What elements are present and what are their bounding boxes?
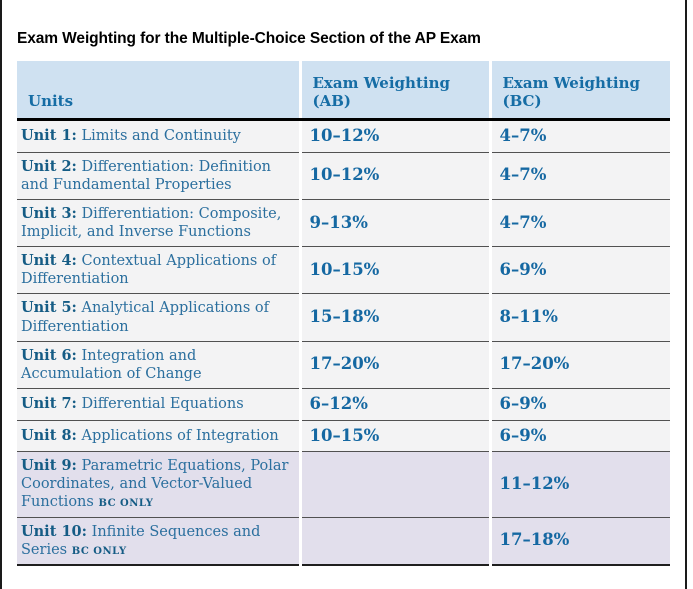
table-row: Unit 7: Differential Equations 6–12% 6–9… (17, 388, 670, 421)
unit-cell: Unit 1: Limits and Continuity (17, 119, 300, 153)
unit-label: Unit 7: (21, 395, 77, 413)
bc-weighting-value: 17–20% (488, 341, 670, 389)
table-row: Unit 2: Differentiation: Definition and … (17, 152, 670, 200)
page-border-right (685, 0, 687, 589)
ab-weighting-value: 15–18% (298, 293, 490, 342)
table-row: Unit 6: Integration and Accumulation of … (17, 341, 670, 389)
column-header-exam-weighting-bc: Exam Weighting (BC) (488, 61, 670, 121)
table-row: Unit 1: Limits and Continuity 10–12% 4–7… (17, 119, 670, 153)
unit-name: Limits and Continuity (81, 128, 241, 145)
bc-weighting-value: 4–7% (488, 199, 670, 248)
bc-weighting-value: 4–7% (488, 119, 670, 153)
unit-label: Unit 3: (21, 204, 77, 222)
unit-cell: Unit 10: Infinite Sequences and Series B… (17, 517, 300, 566)
bc-only-badge: BC ONLY (98, 498, 154, 510)
unit-label: Unit 2: (21, 157, 77, 175)
unit-name: Applications of Integration (81, 427, 279, 444)
unit-label: Unit 4: (21, 252, 77, 270)
unit-label: Unit 1: (21, 127, 77, 145)
unit-cell: Unit 4: Contextual Applications of Diffe… (17, 246, 300, 295)
table-body: Unit 1: Limits and Continuity 10–12% 4–7… (17, 119, 670, 566)
table-header-row: Units Exam Weighting (AB) Exam Weighting… (17, 61, 670, 121)
unit-name: Differentiation: Composite, Implicit, an… (21, 205, 282, 240)
table-row: Unit 3: Differentiation: Composite, Impl… (17, 199, 670, 248)
ab-weighting-value: 6–12% (298, 388, 490, 421)
unit-cell: Unit 7: Differential Equations (17, 388, 300, 421)
column-header-units: Units (17, 61, 300, 121)
page-title: Exam Weighting for the Multiple-Choice S… (17, 30, 481, 47)
unit-label: Unit 6: (21, 346, 77, 364)
unit-name: Differentiation: Definition and Fundamen… (21, 158, 272, 193)
table-row: Unit 4: Contextual Applications of Diffe… (17, 246, 670, 295)
unit-name: Parametric Equations, Polar Coordinates,… (21, 458, 289, 511)
ab-weighting-value: 10–12% (298, 152, 490, 200)
bc-only-badge: BC ONLY (71, 545, 127, 557)
ab-weighting-value (298, 451, 490, 518)
unit-cell: Unit 6: Integration and Accumulation of … (17, 341, 300, 389)
ab-weighting-value: 10–15% (298, 246, 490, 295)
document-page: Exam Weighting for the Multiple-Choice S… (17, 30, 670, 566)
ab-weighting-value: 9–13% (298, 199, 490, 248)
unit-name: Contextual Applications of Differentiati… (21, 253, 277, 288)
unit-cell: Unit 9: Parametric Equations, Polar Coor… (17, 451, 300, 518)
unit-cell: Unit 3: Differentiation: Composite, Impl… (17, 199, 300, 248)
unit-cell: Unit 2: Differentiation: Definition and … (17, 152, 300, 200)
ab-weighting-value: 10–12% (298, 119, 490, 153)
unit-name: Analytical Applications of Differentiati… (21, 300, 270, 335)
bc-weighting-value: 17–18% (488, 517, 670, 566)
bc-weighting-value: 6–9% (488, 420, 670, 453)
unit-name: Integration and Accumulation of Change (21, 347, 202, 382)
table-row: Unit 8: Applications of Integration 10–1… (17, 420, 670, 453)
ab-weighting-value: 10–15% (298, 420, 490, 453)
unit-name: Infinite Sequences and Series (21, 523, 261, 558)
exam-weighting-table: Units Exam Weighting (AB) Exam Weighting… (17, 61, 670, 566)
ab-weighting-value (298, 517, 490, 566)
unit-label: Unit 9: (21, 457, 77, 475)
ab-weighting-value: 17–20% (298, 341, 490, 389)
unit-name: Differential Equations (81, 396, 244, 413)
table-row: Unit 9: Parametric Equations, Polar Coor… (17, 451, 670, 518)
unit-label: Unit 5: (21, 299, 77, 317)
bc-weighting-value: 6–9% (488, 246, 670, 295)
table-row: Unit 10: Infinite Sequences and Series B… (17, 517, 670, 566)
table-row: Unit 5: Analytical Applications of Diffe… (17, 293, 670, 342)
unit-label: Unit 10: (21, 522, 87, 540)
unit-cell: Unit 5: Analytical Applications of Diffe… (17, 293, 300, 342)
bc-weighting-value: 11–12% (488, 451, 670, 518)
bc-weighting-value: 6–9% (488, 388, 670, 421)
bc-weighting-value: 8–11% (488, 293, 670, 342)
unit-label: Unit 8: (21, 426, 77, 444)
unit-cell: Unit 8: Applications of Integration (17, 420, 300, 453)
page-border-left (0, 0, 2, 589)
bc-weighting-value: 4–7% (488, 152, 670, 200)
column-header-exam-weighting-ab: Exam Weighting (AB) (298, 61, 490, 121)
